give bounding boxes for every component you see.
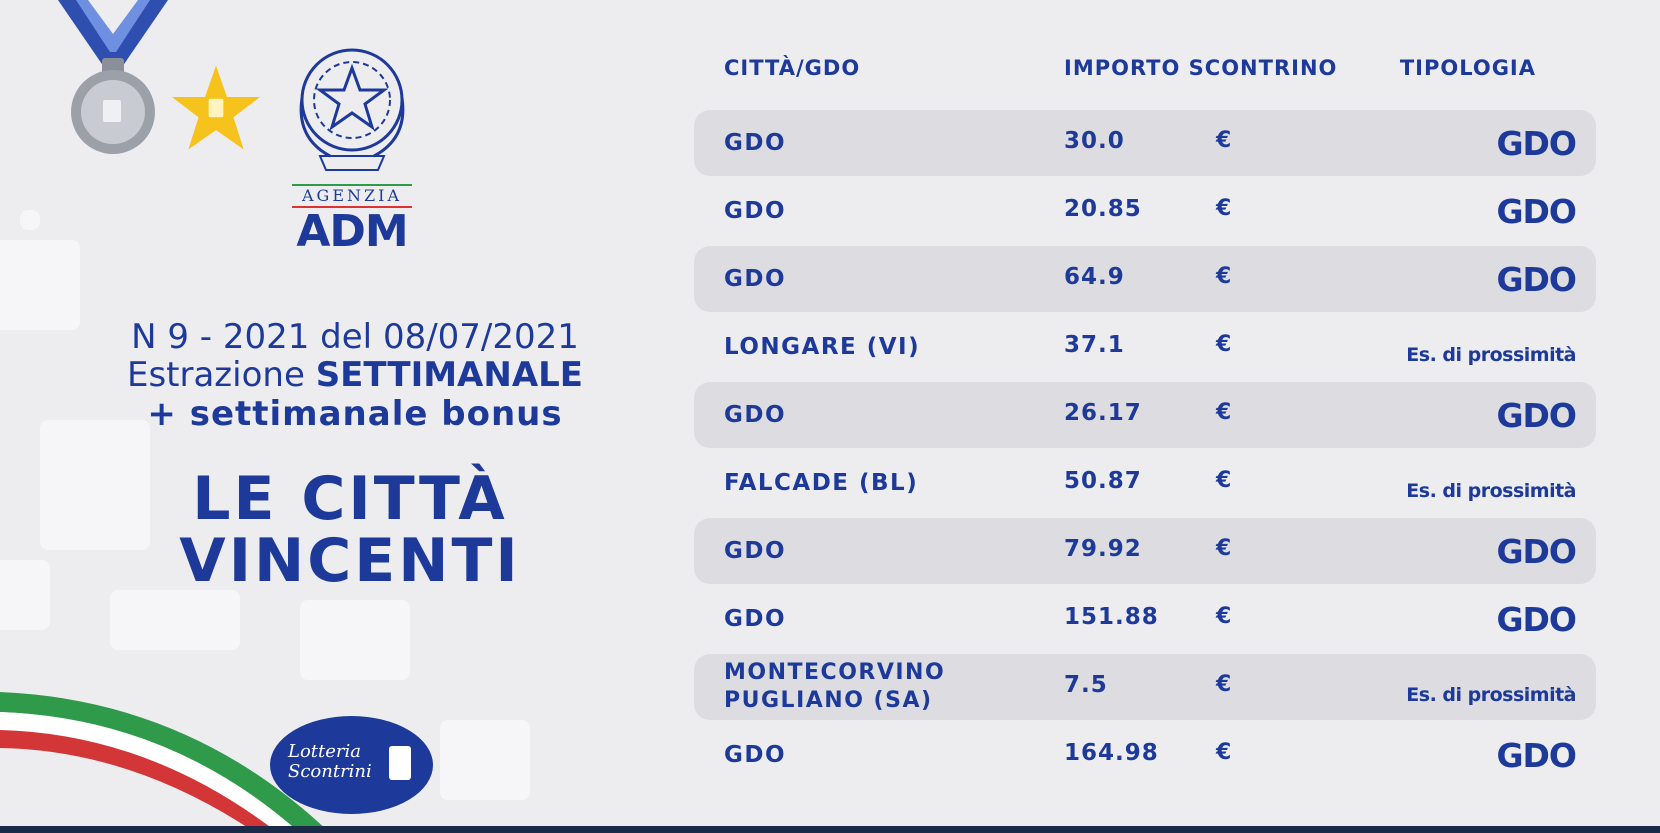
row-currency: € <box>1216 196 1232 221</box>
row-amount: 50.87 <box>1064 468 1142 494</box>
row-type: GDO <box>1496 260 1577 299</box>
page-title: LE CITTÀ VINCENTI <box>110 468 590 592</box>
table-row: MONTECORVINO PUGLIANO (SA) 7.5 € Es. di … <box>694 654 1596 720</box>
table-row: GDO 79.92 € GDO <box>694 518 1596 584</box>
table-row: GDO 164.98 € GDO <box>694 722 1596 788</box>
table-row: GDO 30.0 € GDO <box>694 110 1596 176</box>
bottom-bar <box>0 826 1660 833</box>
table-row: LONGARE (VI) 37.1 € Es. di prossimità <box>694 314 1596 380</box>
row-amount: 7.5 <box>1064 672 1108 698</box>
row-currency: € <box>1216 604 1232 629</box>
row-city: GDO <box>724 266 787 292</box>
row-type: Es. di prossimità <box>1406 684 1576 706</box>
row-amount: 64.9 <box>1064 264 1125 290</box>
row-city: MONTECORVINO PUGLIANO (SA) <box>724 660 946 713</box>
draw-type: Estrazione SETTIMANALE <box>70 356 640 394</box>
tricolor-ribbon <box>0 692 330 833</box>
table-header: CITTÀ/GDO IMPORTO SCONTRINO TIPOLOGIA <box>694 56 1596 86</box>
row-type: GDO <box>1496 124 1577 163</box>
row-type: GDO <box>1496 600 1577 639</box>
draw-info: N 9 - 2021 del 08/07/2021 Estrazione SET… <box>70 318 640 434</box>
gold-star-icon <box>171 65 261 150</box>
row-amount: 164.98 <box>1064 740 1159 766</box>
silver-medal-icon <box>58 0 168 154</box>
row-amount: 26.17 <box>1064 400 1142 426</box>
row-amount: 79.92 <box>1064 536 1142 562</box>
row-amount: 30.0 <box>1064 128 1125 154</box>
row-city: GDO <box>724 198 787 224</box>
row-currency: € <box>1216 128 1232 153</box>
row-type: Es. di prossimità <box>1406 480 1576 502</box>
row-city: GDO <box>724 130 787 156</box>
row-city: GDO <box>724 402 787 428</box>
row-type: GDO <box>1496 396 1577 435</box>
row-currency: € <box>1216 468 1232 493</box>
italian-republic-emblem-icon <box>299 48 405 171</box>
row-city: FALCADE (BL) <box>724 470 919 496</box>
row-amount: 20.85 <box>1064 196 1142 222</box>
table-row: GDO 26.17 € GDO <box>694 382 1596 448</box>
row-type: GDO <box>1496 736 1577 775</box>
draw-bonus: + settimanale bonus <box>147 394 563 434</box>
draw-number-date: N 9 - 2021 del 08/07/2021 <box>131 317 579 357</box>
row-currency: € <box>1216 672 1232 697</box>
row-currency: € <box>1216 264 1232 289</box>
agency-label: AGENZIA <box>292 184 412 208</box>
row-currency: € <box>1216 400 1232 425</box>
page-title-line1: LE CITTÀ <box>192 464 508 534</box>
lotteria-scontrini-logo: Lotteria Scontrini <box>270 716 433 814</box>
row-type: GDO <box>1496 192 1577 231</box>
agency-name: ADM <box>296 206 408 257</box>
row-amount: 151.88 <box>1064 604 1159 630</box>
row-type: Es. di prossimità <box>1406 344 1576 366</box>
row-city: GDO <box>724 538 787 564</box>
draw-type-bold: SETTIMANALE <box>315 355 584 395</box>
table-row: GDO 64.9 € GDO <box>694 246 1596 312</box>
row-city: LONGARE (VI) <box>724 334 921 360</box>
row-city: GDO <box>724 606 787 632</box>
table-row: FALCADE (BL) 50.87 € Es. di prossimità <box>694 450 1596 516</box>
row-city: GDO <box>724 742 787 768</box>
row-amount: 37.1 <box>1064 332 1125 358</box>
draw-type-prefix: Estrazione <box>126 355 316 395</box>
row-currency: € <box>1216 740 1232 765</box>
lotteria-logo-text: Lotteria Scontrini <box>288 741 372 782</box>
table-row: GDO 20.85 € GDO <box>694 178 1596 244</box>
header-city: CITTÀ/GDO <box>724 56 861 80</box>
header-amount: IMPORTO SCONTRINO <box>1064 56 1338 80</box>
row-currency: € <box>1216 536 1232 561</box>
row-type: GDO <box>1496 532 1577 571</box>
header-type: TIPOLOGIA <box>1399 56 1536 80</box>
row-currency: € <box>1216 332 1232 357</box>
ticket-icon <box>389 746 411 780</box>
table-row: GDO 151.88 € GDO <box>694 586 1596 652</box>
page-title-line2: VINCENTI <box>179 526 521 596</box>
